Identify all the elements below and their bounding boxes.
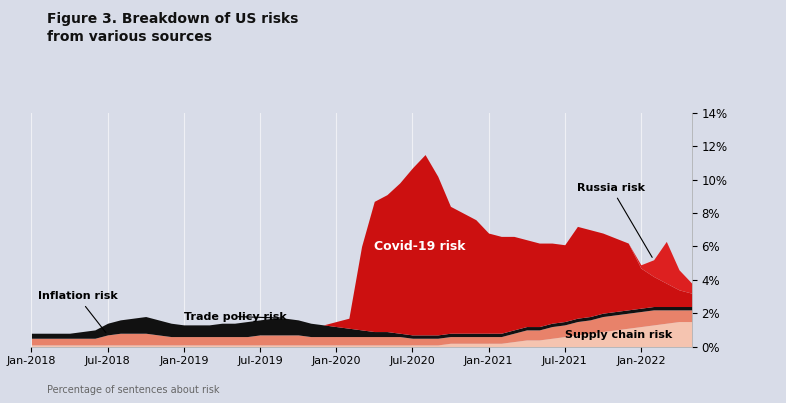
Text: Trade policy risk: Trade policy risk bbox=[184, 312, 287, 322]
Text: Russia risk: Russia risk bbox=[578, 183, 652, 258]
Text: Figure 3. Breakdown of US risks
from various sources: Figure 3. Breakdown of US risks from var… bbox=[47, 12, 299, 44]
Text: Percentage of sentences about risk: Percentage of sentences about risk bbox=[47, 385, 219, 395]
Text: Inflation risk: Inflation risk bbox=[38, 291, 118, 333]
Text: Supply chain risk: Supply chain risk bbox=[564, 330, 672, 340]
Text: Covid-19 risk: Covid-19 risk bbox=[374, 240, 466, 253]
